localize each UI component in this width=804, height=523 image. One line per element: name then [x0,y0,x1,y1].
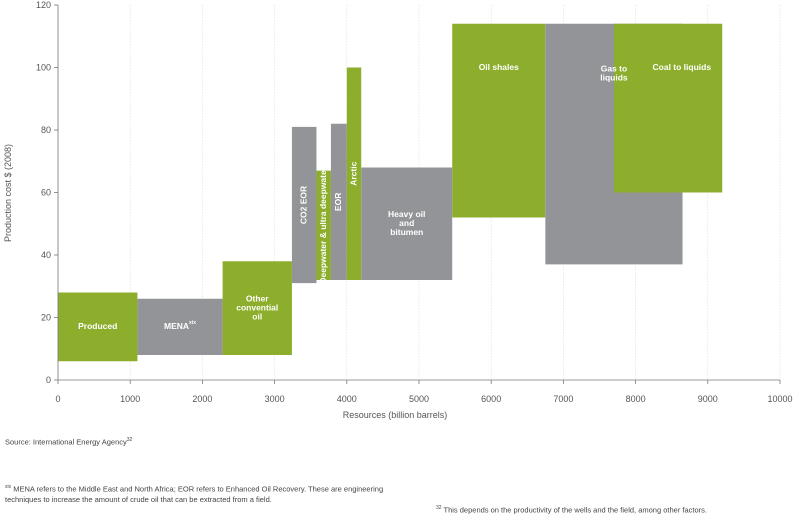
bar [330,123,347,280]
y-tick-label: 100 [36,63,51,73]
x-tick-label: 10000 [767,394,792,404]
bar-label: CO2 EOR [298,186,308,224]
y-tick-label: 80 [41,125,51,135]
y-tick-label: 20 [41,313,51,323]
bar [452,23,546,218]
bar-label: Heavy oil and bitumen [388,209,425,237]
source-text: Source: International Energy Agency [5,437,127,447]
chart-bars: Produced MENAxix Other convential oil CO2 EOR… [58,23,723,362]
bar-label: Gas to liquids [600,64,628,83]
x-tick-label: 9000 [698,394,718,404]
x-tick-label: 2000 [192,394,212,404]
source-sup: 32 [126,437,133,443]
bar [346,67,362,280]
bar-label: Other convential oil [236,293,278,321]
bar-label: Produced [78,321,117,331]
x-tick-label: 7000 [553,394,573,404]
bar [58,292,138,362]
bar-label: MENAxix [164,320,196,331]
bar [291,126,317,284]
bar-label: Oil shales [479,62,519,72]
footnote-productivity-text: This depends on the productivity of the … [441,505,708,515]
footnote-mena-text: MENA refers to the Middle East and North… [5,484,384,504]
bar-label: Arctic [348,161,358,185]
footnote-mena: xix MENA refers to the Middle East and N… [5,482,395,505]
bar [222,261,292,355]
y-tick-label: 120 [36,0,51,10]
bar-label: Deepwater & ultra deepwater [318,166,328,283]
x-tick-label: 3000 [265,394,285,404]
footnote-mena-mark: xix [5,484,12,490]
x-tick-label: 1000 [120,394,140,404]
bar-label: EOR [333,193,343,211]
footnote-productivity: 32 This depends on the productivity of t… [436,503,804,516]
x-tick-label: 6000 [481,394,501,404]
y-axis-label: Production cost $ (2008) [3,144,13,242]
production-cost-chart: Produced MENAxix Other convential oil CO2 EOR… [3,0,793,420]
bar [316,170,331,280]
y-tick-label: 60 [41,188,51,198]
x-tick-label: 5000 [409,394,429,404]
bar-label: Coal to liquids [653,62,712,72]
y-tick-label: 0 [46,375,51,385]
y-tick-label: 40 [41,250,51,260]
source-note: Source: International Energy Agency32 [5,437,132,447]
bar [613,23,723,193]
bar [361,167,453,280]
bar [137,298,223,355]
footnote-productivity-mark: 32 [436,505,442,511]
x-tick-label: 4000 [337,394,357,404]
x-axis-label: Resources (billion barrels) [343,410,448,420]
x-tick-label: 8000 [626,394,646,404]
chart-ticks: 0 20 40 60 80 100 120 0 1000 2000 3000 4000 5000 6000… [36,0,793,404]
x-tick-label: 0 [55,394,60,404]
